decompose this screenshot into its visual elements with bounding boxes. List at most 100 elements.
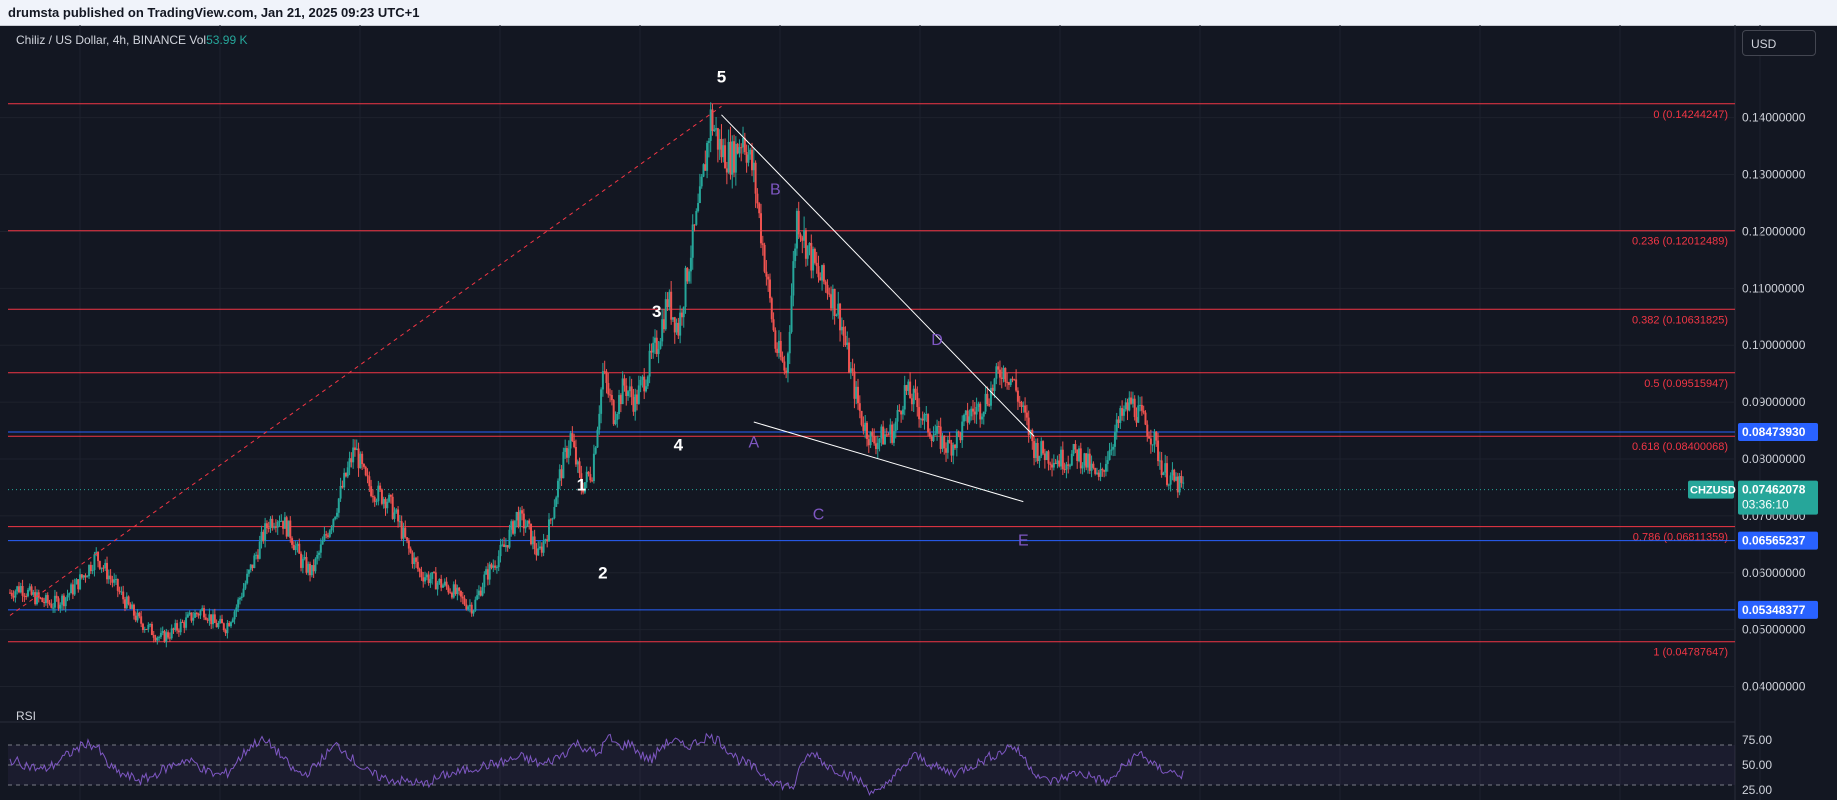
candle-body [467,606,470,610]
candle-body [986,393,989,405]
candle-body [738,147,741,154]
candle-body [946,439,949,453]
y-tick-label: 0.09000000 [1742,395,1806,409]
wave-label-4: 4 [674,435,684,454]
candle-body [1137,405,1140,423]
chart-area[interactable]: 0.14000000 0.13000000 0.12000000 0.11000000… [0,25,1837,800]
candle-body [783,361,786,371]
candle-body [161,631,164,633]
candle-body [639,379,642,386]
candle-body [609,394,612,396]
candle-body [957,431,960,433]
candle-body [1060,449,1063,467]
candle-body [222,623,225,631]
candle-body [666,299,669,308]
published-header: drumsta published on TradingView.com, Ja… [0,0,1837,26]
candle-body [168,637,171,639]
candle-body [1094,467,1097,474]
candle-body [433,572,436,574]
candle-body [574,447,577,465]
candle-body [923,414,926,421]
volume-value: 53.99 K [206,33,248,47]
candle-body [1069,465,1072,467]
candle-body [328,530,331,537]
candle-body [25,595,28,597]
y-tick-label: 0.06000000 [1742,566,1806,580]
candle-body [961,421,964,441]
candle-body [630,386,633,397]
candle-body [569,433,572,449]
candle-body [628,386,631,392]
candle-body [1056,460,1059,465]
candle-body [375,501,378,503]
candle-body [402,527,405,539]
candle-body [388,494,391,502]
candle-body [495,567,498,569]
candle-body [179,621,182,633]
candle-body [203,608,206,618]
candle-body [116,578,119,591]
candle-body [152,635,155,638]
candle-body [9,592,11,594]
candle-body [546,539,549,542]
price-chart-svg[interactable]: 0.14000000 0.13000000 0.12000000 0.11000000… [0,25,1837,800]
candle-body [212,614,215,625]
candle-body [797,210,800,235]
candle-body [1158,460,1161,462]
candle-body [1182,482,1185,484]
candle-body [645,386,648,392]
candle-body [237,599,240,608]
candle-body [761,243,764,245]
candle-body [271,518,274,528]
candle-body [93,554,96,571]
candle-body [82,575,85,578]
candle-body [636,394,639,404]
rsi-label: RSI [16,709,37,723]
candle-body [799,234,802,238]
candle-body [1052,462,1055,468]
price-tag-label: 0.05348377 [1742,603,1806,617]
candle-body [244,583,247,589]
candle-body [697,203,700,212]
candle-body [465,604,468,610]
candle-body [828,293,831,295]
candle-body [1130,397,1133,404]
candle-body [928,432,931,437]
candle-body [73,584,76,595]
candle-body [580,473,583,491]
candle-body [282,520,285,529]
candle-body [204,617,207,620]
candle-body [605,371,608,383]
candle-body [790,295,793,332]
dashed-trend-line [9,105,722,616]
currency-button[interactable]: USD [1742,30,1816,56]
candle-body [937,426,940,428]
candle-body [1171,469,1174,476]
candle-body [362,464,365,467]
candle-body [1077,448,1080,461]
symbol-title: Chiliz / US Dollar, 4h, BINANCE [16,33,187,47]
candle-body [835,314,838,316]
candle-body [159,632,162,637]
candle-body [560,469,563,479]
candle-body [294,546,297,551]
candle-body [795,210,798,249]
candle-body [664,299,667,330]
candle-body [77,579,80,590]
candle-body [424,577,427,582]
candle-body [553,506,556,519]
candle-body [1031,429,1034,442]
candle-body [1144,412,1147,425]
candle-body [1097,472,1100,477]
candle-body [1015,379,1018,391]
candle-body [490,564,493,568]
candle-body [346,467,349,477]
candle-body [889,424,892,435]
candle-body [285,517,288,537]
candle-body [1146,424,1149,437]
candle-body [1076,449,1079,461]
candle-body [601,371,604,390]
candle-body [305,557,308,573]
candle-body [513,520,516,534]
candle-body [231,619,234,623]
